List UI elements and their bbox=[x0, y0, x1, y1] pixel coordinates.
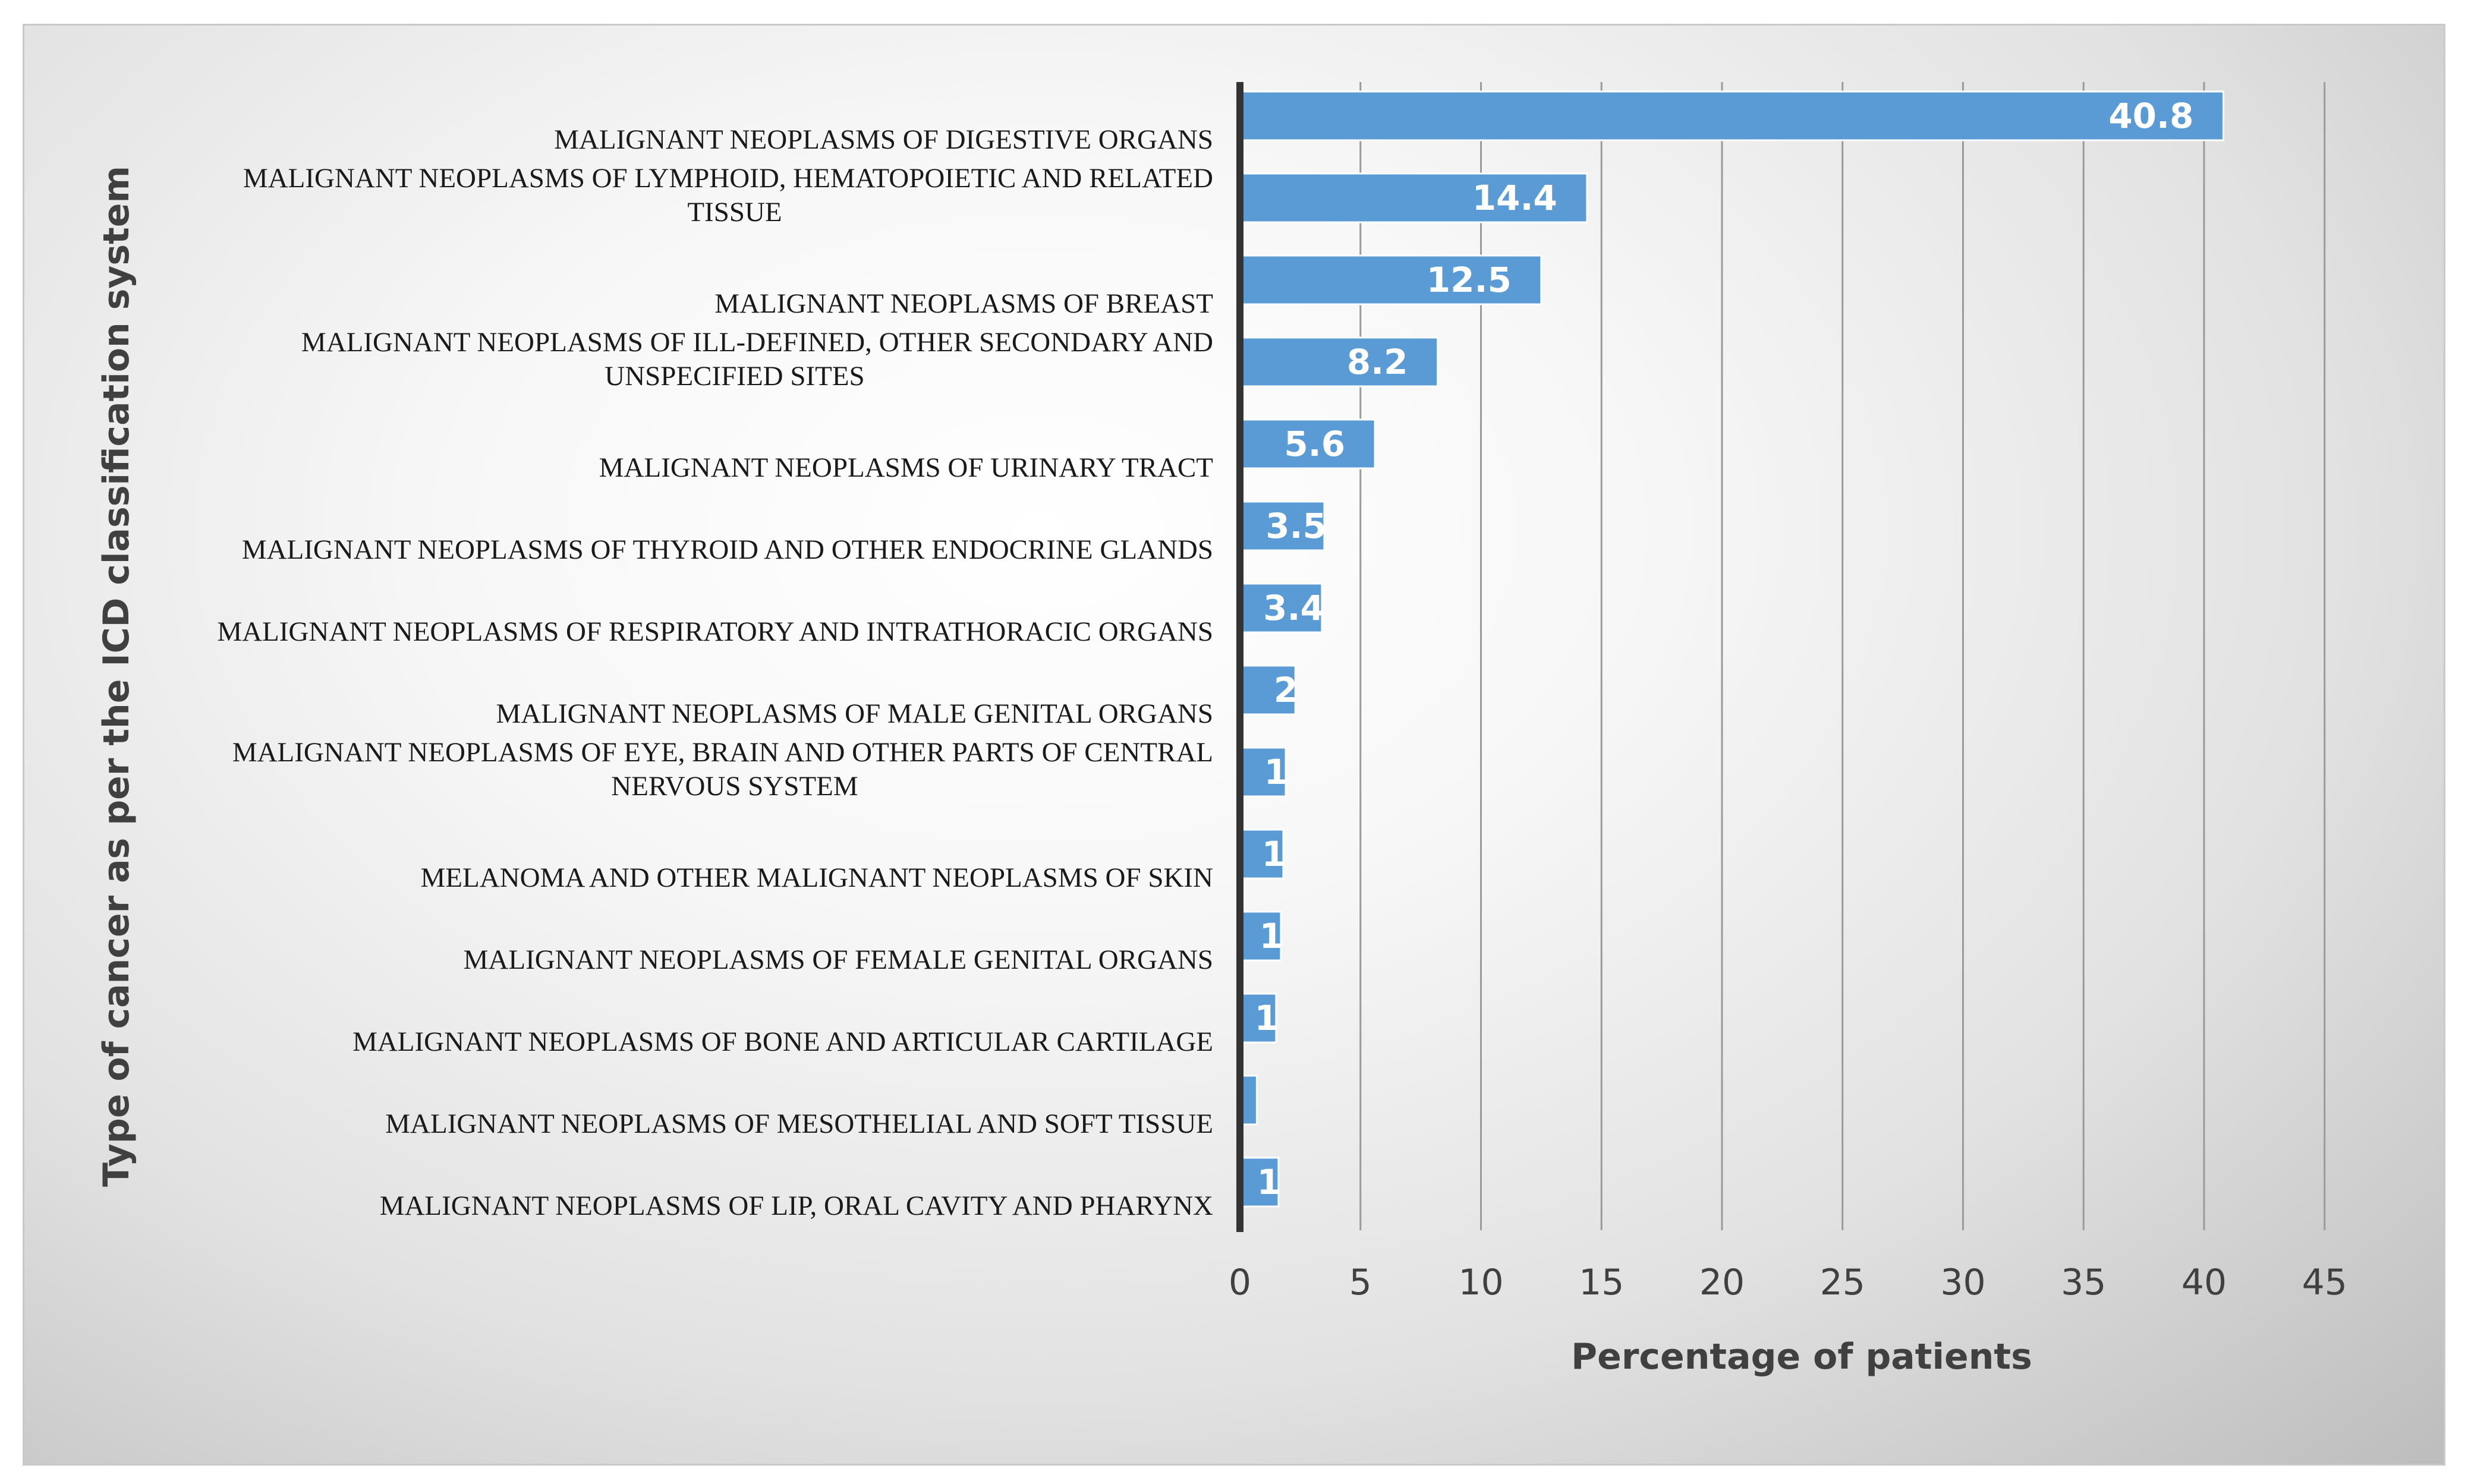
bar-chart: 40.8 14.4 12.5 8.2 5.6 3.5 3.4 2 1 1 1 1 1 MALIGNANT… bbox=[96, 82, 2347, 1378]
x-tick-labels: 0 5 10 15 20 25 30 35 40 45 bbox=[1229, 1262, 2347, 1303]
bar-3 bbox=[1239, 336, 1439, 387]
x-tick-15: 15 bbox=[1579, 1262, 1624, 1303]
category-label-4: MALIGNANT NEOPLASMS OF URINARY TRACT bbox=[599, 452, 1213, 483]
category-label-10: MALIGNANT NEOPLASMS OF FEMALE GENITAL OR… bbox=[464, 944, 1213, 975]
x-tick-10: 10 bbox=[1458, 1262, 1503, 1303]
data-label-6: 3.4 bbox=[1263, 588, 1324, 628]
x-tick-5: 5 bbox=[1349, 1262, 1372, 1303]
data-label-7: 2 bbox=[1274, 670, 1298, 710]
data-label-5: 3.5 bbox=[1265, 506, 1327, 546]
category-label-13: MALIGNANT NEOPLASMS OF LIP, ORAL CAVITY … bbox=[380, 1190, 1213, 1221]
data-label-1: 14.4 bbox=[1472, 178, 1557, 218]
category-label-3-line2: UNSPECIFIED SITES bbox=[605, 361, 864, 392]
bar-7 bbox=[1239, 664, 1296, 716]
data-label-10: 1 bbox=[1260, 916, 1283, 956]
data-label-8: 1 bbox=[1264, 752, 1288, 792]
category-label-9: MELANOMA AND OTHER MALIGNANT NEOPLASMS O… bbox=[421, 862, 1214, 893]
category-label-3: MALIGNANT NEOPLASMS OF ILL-DEFINED, OTHE… bbox=[301, 327, 1213, 358]
x-tick-40: 40 bbox=[2181, 1262, 2227, 1303]
x-tick-0: 0 bbox=[1229, 1262, 1251, 1303]
data-label-9: 1 bbox=[1262, 834, 1286, 874]
x-tick-20: 20 bbox=[1699, 1262, 1745, 1303]
data-label-0: 40.8 bbox=[2108, 96, 2193, 136]
category-label-1-line2: TISSUE bbox=[687, 197, 782, 228]
category-label-7: MALIGNANT NEOPLASMS OF MALE GENITAL ORGA… bbox=[496, 698, 1213, 729]
category-label-6: MALIGNANT NEOPLASMS OF RESPIRATORY AND I… bbox=[217, 616, 1213, 647]
y-axis-title: Type of cancer as per the ICD classifica… bbox=[96, 166, 137, 1187]
category-label-5: MALIGNANT NEOPLASMS OF THYROID AND OTHER… bbox=[242, 534, 1213, 565]
category-labels: MALIGNANT NEOPLASMS OF DIGESTIVE ORGANS M… bbox=[217, 124, 1213, 1221]
gridlines bbox=[1359, 82, 2326, 1230]
data-label-13: 1 bbox=[1257, 1162, 1281, 1202]
bar-13 bbox=[1239, 1157, 1280, 1208]
category-label-11: MALIGNANT NEOPLASMS OF BONE AND ARTICULA… bbox=[352, 1026, 1213, 1057]
category-label-12: MALIGNANT NEOPLASMS OF MESOTHELIAL AND S… bbox=[385, 1108, 1213, 1139]
data-labels: 40.8 14.4 12.5 8.2 5.6 3.5 3.4 2 1 1 1 1 1 bbox=[1254, 96, 2193, 1202]
category-label-2: MALIGNANT NEOPLASMS OF BREAST bbox=[714, 288, 1213, 319]
bar-8 bbox=[1239, 746, 1287, 798]
category-label-0: MALIGNANT NEOPLASMS OF DIGESTIVE ORGANS bbox=[554, 124, 1213, 155]
x-tick-35: 35 bbox=[2061, 1262, 2106, 1303]
data-label-3: 8.2 bbox=[1347, 342, 1408, 382]
bar-4 bbox=[1239, 418, 1376, 470]
bar-1 bbox=[1239, 172, 1588, 223]
bar-5 bbox=[1239, 500, 1326, 552]
data-label-4: 5.6 bbox=[1284, 424, 1345, 464]
x-tick-30: 30 bbox=[1940, 1262, 1985, 1303]
bars bbox=[1239, 90, 2224, 1208]
x-tick-45: 45 bbox=[2302, 1262, 2347, 1303]
x-axis-title: Percentage of patients bbox=[1571, 1336, 2032, 1378]
bar-11 bbox=[1239, 993, 1277, 1044]
x-tick-25: 25 bbox=[1820, 1262, 1865, 1303]
bar-9 bbox=[1239, 828, 1285, 880]
bar-6 bbox=[1239, 582, 1323, 634]
category-label-8-line2: NERVOUS SYSTEM bbox=[611, 771, 858, 802]
data-label-11: 1 bbox=[1254, 998, 1278, 1038]
category-label-1: MALIGNANT NEOPLASMS OF LYMPHOID, HEMATOP… bbox=[243, 163, 1213, 194]
chart-frame: 40.8 14.4 12.5 8.2 5.6 3.5 3.4 2 1 1 1 1 1 MALIGNANT… bbox=[23, 24, 2445, 1466]
bar-0 bbox=[1239, 90, 2224, 141]
data-label-2: 12.5 bbox=[1427, 260, 1512, 300]
category-label-8: MALIGNANT NEOPLASMS OF EYE, BRAIN AND OT… bbox=[232, 737, 1213, 768]
